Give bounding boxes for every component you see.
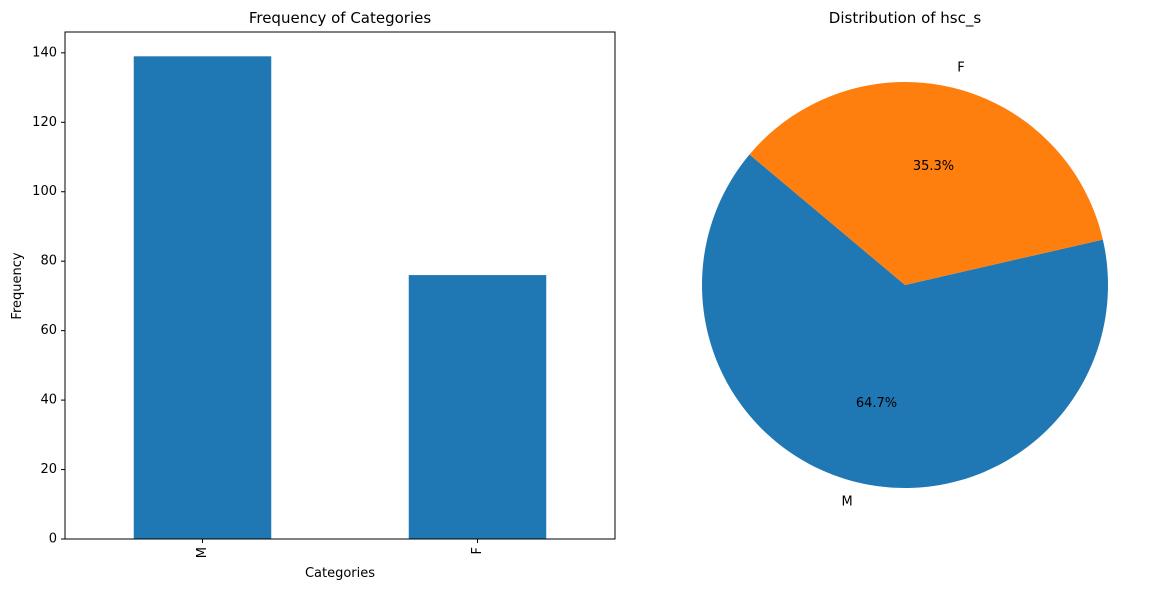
pie-slice-M <box>702 154 1108 489</box>
y-tick-label: 60 <box>40 323 57 338</box>
y-tick-label: 120 <box>32 115 57 130</box>
y-tick-label: 40 <box>40 393 57 408</box>
y-tick-label: 80 <box>40 254 57 269</box>
bar-group <box>133 56 547 539</box>
plot-frame <box>64 31 616 540</box>
bar-F <box>408 275 547 539</box>
y-axis-ticks: 0 20 40 60 80 100 120 140 <box>32 45 65 547</box>
pie-chart: Distribution of hsc_s M 64.7% F 35.3% <box>702 9 1108 510</box>
pie-chart-title: Distribution of hsc_s <box>829 9 982 28</box>
bar-chart: Frequency of Categories 0 20 40 60 80 100 120 1… <box>10 9 616 581</box>
pie-pct-M: 64.7% <box>856 396 897 411</box>
y-tick-label: 20 <box>40 462 57 477</box>
pie-pct-F: 35.3% <box>913 159 954 174</box>
pie-slice-F <box>749 82 1103 286</box>
bar-chart-title: Frequency of Categories <box>249 9 432 27</box>
x-tick-label: M <box>195 547 210 558</box>
pie-slice-group <box>702 82 1108 489</box>
pie-label-M: M <box>842 495 853 510</box>
x-axis-label: Categories <box>305 566 375 581</box>
x-tick-label: F <box>470 547 485 554</box>
pie-label-F: F <box>957 60 964 75</box>
pie-label-group: M 64.7% F 35.3% <box>842 60 965 509</box>
y-tick-label: 140 <box>32 45 57 60</box>
bar-M <box>133 56 272 539</box>
y-axis-label: Frequency <box>10 252 25 319</box>
y-tick-label: 0 <box>49 532 57 547</box>
y-tick-label: 100 <box>32 184 57 199</box>
